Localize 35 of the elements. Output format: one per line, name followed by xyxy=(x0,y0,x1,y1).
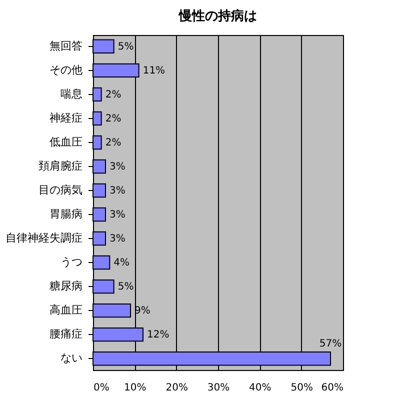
x-tick-label: 50% xyxy=(290,382,313,394)
y-tick-label: ない xyxy=(60,352,82,365)
data-label: 2% xyxy=(105,137,122,148)
data-label: 5% xyxy=(118,41,134,52)
data-label: 57% xyxy=(319,338,342,350)
data-label: 3% xyxy=(110,161,126,172)
y-tick-label: その他 xyxy=(50,63,82,76)
x-tick-label: 0% xyxy=(94,382,110,394)
data-label: 2% xyxy=(105,113,122,124)
x-tick-label: 10% xyxy=(124,382,146,394)
y-tick-label: 無回答 xyxy=(50,39,82,52)
data-label: 3% xyxy=(110,210,126,221)
y-tick-label: 目の病気 xyxy=(38,183,82,196)
data-label: 3% xyxy=(110,234,126,245)
y-tick-label: 神経症 xyxy=(50,111,82,124)
y-tick-label: 自律神経失調症 xyxy=(6,232,82,245)
x-tick-label: 60% xyxy=(321,382,344,394)
y-tick-label: 低血圧 xyxy=(50,135,82,148)
data-label: 12% xyxy=(147,330,170,341)
y-tick-label: 高血圧 xyxy=(50,304,82,317)
x-tick-label: 40% xyxy=(249,382,272,394)
y-tick-label: 腰痛症 xyxy=(50,328,82,341)
x-tick-label: 30% xyxy=(207,382,230,394)
y-tick-label: 胃腸病 xyxy=(50,208,82,221)
y-tick-label: 喘息 xyxy=(60,87,82,100)
data-label: 4% xyxy=(114,258,130,269)
y-tick-label: 頚肩腕症 xyxy=(38,159,82,172)
data-label: 3% xyxy=(110,185,126,196)
y-tick-label: 糖尿病 xyxy=(50,280,82,293)
data-label: 5% xyxy=(118,282,134,293)
data-label: 11% xyxy=(142,65,166,76)
chart-title: 慢性の持病は xyxy=(178,8,257,24)
x-tick-label: 20% xyxy=(166,382,188,394)
data-label: 2% xyxy=(105,89,122,100)
y-tick-label: うつ xyxy=(60,256,82,269)
